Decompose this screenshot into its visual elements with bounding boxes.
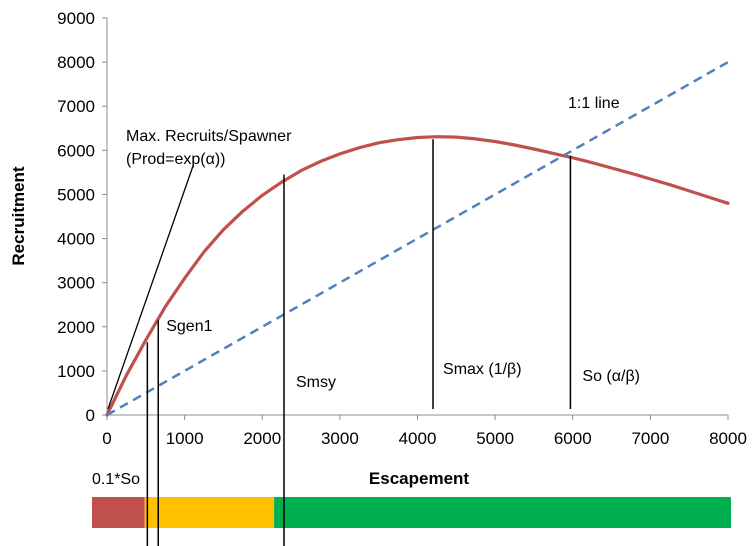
- zone-1: [144, 497, 275, 528]
- max-recruits-label: Max. Recruits/Spawner: [126, 128, 292, 145]
- marker-label: So (α/β): [582, 368, 640, 385]
- x-tick-label: 4000: [399, 429, 437, 448]
- y-tick-label: 4000: [57, 230, 95, 249]
- marker-label: 0.1*So: [92, 471, 140, 488]
- recruitment-curve: [105, 135, 730, 417]
- y-tick-label: 9000: [57, 9, 95, 28]
- x-tick-label: 7000: [631, 429, 669, 448]
- y-tick-label: 3000: [57, 274, 95, 293]
- series-group: [105, 61, 730, 417]
- zone-0: [92, 497, 145, 528]
- one-to-one-line: [106, 61, 729, 417]
- one-to-one-line-label: 1:1 line: [568, 95, 620, 112]
- x-axis-ticks: 0 1000 2000 3000 4000 5000 6000 7000 8000: [102, 415, 747, 448]
- max-recruits-slope-line: [107, 165, 194, 410]
- x-tick-label: 5000: [476, 429, 514, 448]
- x-tick-label: 3000: [321, 429, 359, 448]
- y-tick-label: 7000: [57, 97, 95, 116]
- productivity-label: (Prod=exp(α)): [126, 151, 226, 168]
- status-zone-bar: [92, 497, 731, 528]
- x-tick-label: 8000: [709, 429, 747, 448]
- axes: [106, 18, 728, 416]
- x-tick-label: 0: [102, 429, 111, 448]
- x-axis-title: Escapement: [369, 469, 469, 488]
- zone-2: [274, 497, 731, 528]
- marker-label: Sgen1: [166, 318, 212, 335]
- y-axis-title: Recruitment: [9, 166, 28, 266]
- y-tick-label: 1000: [57, 362, 95, 381]
- marker-label: Smsy: [296, 374, 336, 391]
- marker-label: Smax (1/β): [443, 361, 522, 378]
- reference-markers: 0.1*So Sgen1 Smsy Smax (1/β) So (α/β): [92, 139, 640, 546]
- y-tick-label: 2000: [57, 318, 95, 337]
- annotations: 1:1 line Max. Recruits/Spawner (Prod=exp…: [107, 95, 620, 410]
- y-tick-label: 8000: [57, 53, 95, 72]
- y-axis-ticks: 0 1000 2000 3000 4000 5000 6000 7000 8000 9000: [57, 9, 107, 425]
- x-tick-label: 2000: [243, 429, 281, 448]
- x-tick-label: 6000: [554, 429, 592, 448]
- y-tick-label: 6000: [57, 141, 95, 160]
- y-tick-label: 5000: [57, 185, 95, 204]
- x-tick-label: 1000: [166, 429, 204, 448]
- y-tick-label: 0: [86, 406, 95, 425]
